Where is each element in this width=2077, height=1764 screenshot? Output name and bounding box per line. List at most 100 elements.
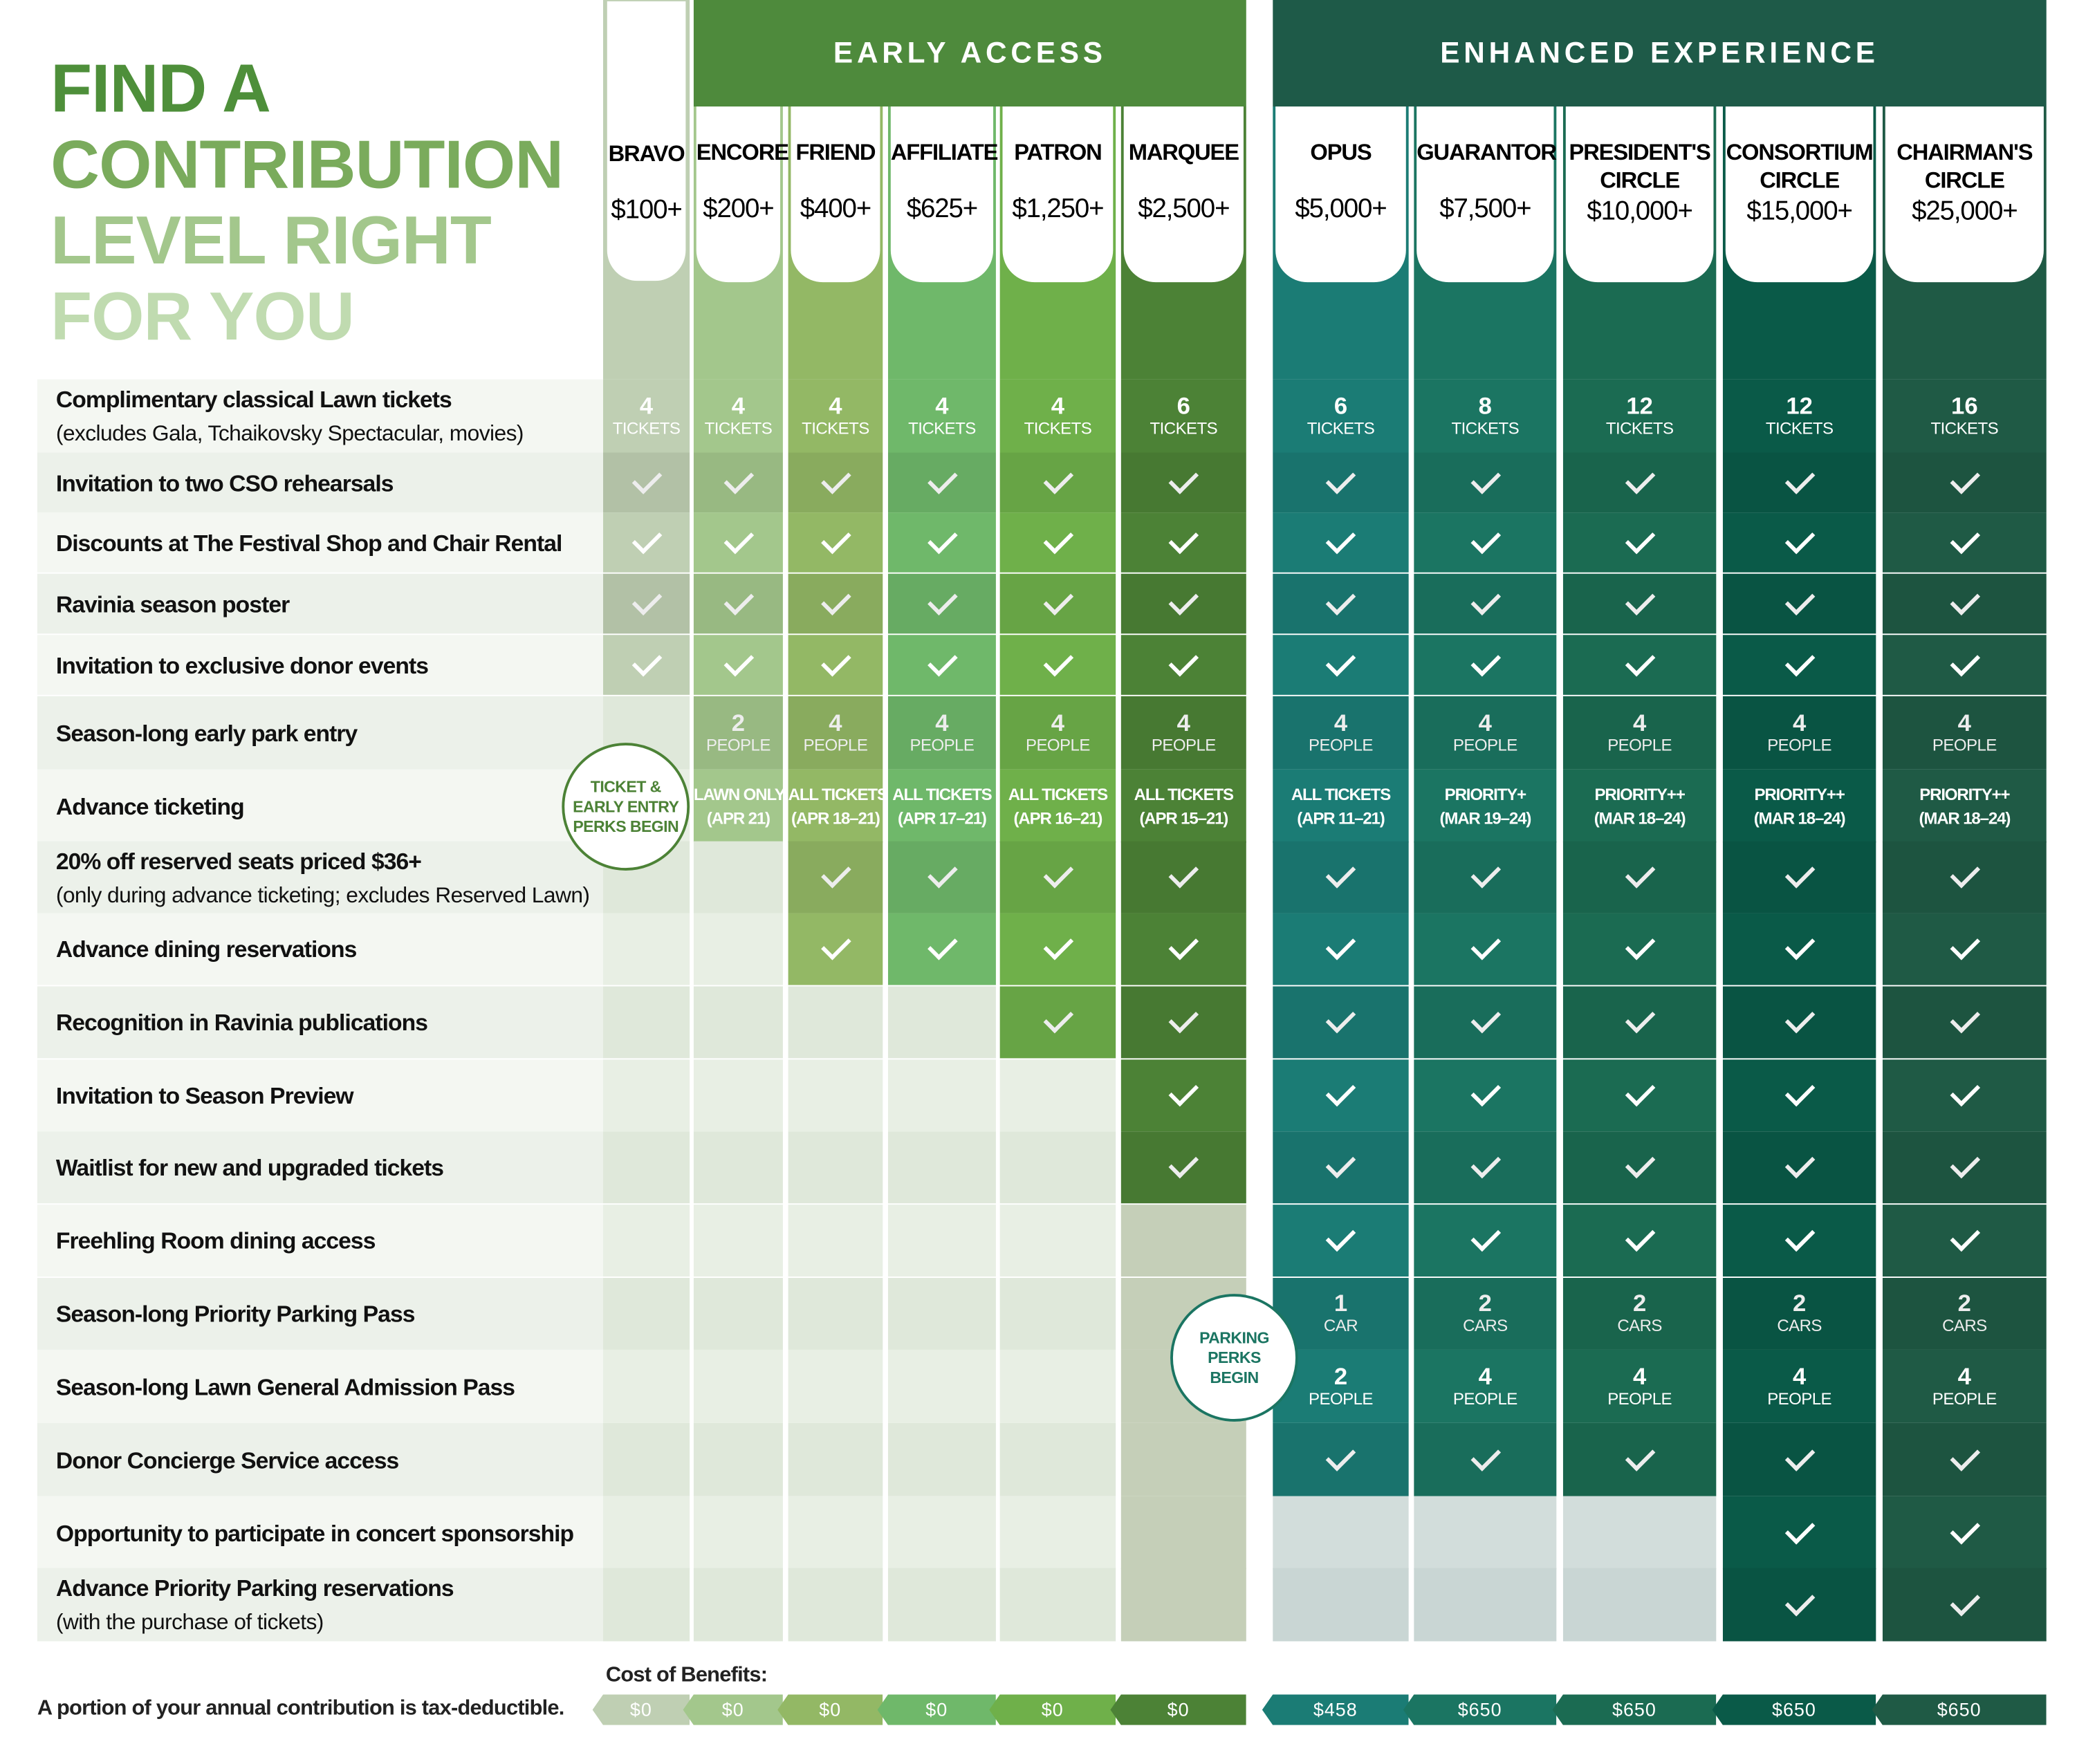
row-stripe xyxy=(37,573,604,634)
benefit-cell xyxy=(887,1059,996,1132)
check-icon xyxy=(1882,452,2047,513)
check-mark xyxy=(820,858,851,889)
level-header-patron: PATRON $1,250+ xyxy=(1002,106,1114,283)
check-icon xyxy=(1722,1059,1876,1132)
level-header-guarantor: GUARANTOR $7,500+ xyxy=(1416,106,1557,283)
check-icon xyxy=(1562,452,1717,513)
check-icon xyxy=(1882,913,2047,985)
title-line-4: FOR YOU xyxy=(50,278,355,355)
benefit-unit: PEOPLE xyxy=(1767,1389,1832,1408)
benefit-cell: 4 PEOPLE xyxy=(1273,696,1409,770)
benefit-cell: 4 PEOPLE xyxy=(1562,696,1717,770)
benefit-count: 2 xyxy=(1333,1362,1348,1389)
check-mark xyxy=(1470,1221,1501,1252)
check-icon xyxy=(603,452,690,513)
advance-ticketing-scope: ALL TICKETS xyxy=(1134,784,1234,804)
benefit-count: 2 xyxy=(1632,1290,1647,1317)
check-mark xyxy=(1042,929,1073,960)
benefit-cell: 2 PEOPLE xyxy=(693,696,783,770)
level-header-president-s-circle: PRESIDENT'S CIRCLE $10,000+ xyxy=(1565,106,1714,283)
check-icon xyxy=(693,452,783,513)
check-mark xyxy=(723,645,754,676)
benefit-count: 8 xyxy=(1478,391,1492,419)
benefit-label: Invitation to Season Preview xyxy=(55,1078,354,1113)
level-name: AFFILIATE xyxy=(890,140,999,165)
level-name: PRESIDENT'S CIRCLE xyxy=(1569,140,1711,194)
benefit-cell xyxy=(603,1059,690,1132)
check-icon xyxy=(1273,452,1409,513)
advance-ticketing-scope: ALL TICKETS xyxy=(1291,784,1391,804)
advance-ticketing-dates: (MAR 19–24) xyxy=(1439,808,1531,828)
check-mark xyxy=(1624,1076,1655,1107)
benefit-label-text: Invitation to exclusive donor events xyxy=(55,651,429,678)
row-stripe xyxy=(37,635,604,695)
check-mark xyxy=(1325,1221,1356,1252)
level-name: ENCORE xyxy=(696,140,789,165)
benefit-cell xyxy=(1562,1496,1717,1570)
benefit-cell: 12 TICKETS xyxy=(1562,379,1717,453)
level-name: MARQUEE xyxy=(1128,140,1239,165)
check-mark xyxy=(1949,1586,1980,1616)
level-name: PATRON xyxy=(1014,140,1102,165)
benefit-label: Advance dining reservations xyxy=(55,932,358,967)
benefit-label-text: Advance ticketing xyxy=(55,792,245,819)
benefit-unit: TICKETS xyxy=(1605,418,1674,438)
benefit-count: 4 xyxy=(1051,709,1065,736)
check-icon xyxy=(1273,986,1409,1059)
benefit-cell xyxy=(693,1496,783,1570)
page-title: FIND A CONTRIBUTION LEVEL RIGHT FOR YOU xyxy=(50,50,583,354)
benefit-unit: PEOPLE xyxy=(1452,1389,1517,1408)
check-mark xyxy=(820,463,851,494)
benefit-label: Opportunity to participate in concert sp… xyxy=(55,1516,574,1550)
benefit-count: 4 xyxy=(1792,709,1807,736)
check-icon xyxy=(999,841,1116,913)
benefit-cell xyxy=(693,1568,783,1642)
benefit-cell xyxy=(887,1278,996,1350)
check-icon xyxy=(1722,913,1876,985)
check-mark xyxy=(1624,929,1655,960)
check-mark xyxy=(1325,1148,1356,1179)
benefit-cell xyxy=(788,1131,883,1204)
benefit-label: Ravinia season poster xyxy=(56,586,290,621)
benefit-label-text: Advance dining reservations xyxy=(55,936,358,963)
check-icon xyxy=(693,635,783,695)
benefit-cell xyxy=(1120,1496,1246,1570)
row-stripe xyxy=(37,1131,604,1204)
benefit-cell xyxy=(693,913,783,985)
check-icon xyxy=(1562,986,1717,1059)
benefit-label-text: Waitlist for new and upgraded tickets xyxy=(55,1153,444,1181)
check-mark xyxy=(820,929,851,960)
check-icon xyxy=(1414,986,1557,1059)
level-name: OPUS xyxy=(1310,140,1372,165)
benefit-cell xyxy=(788,1278,883,1350)
benefit-cell xyxy=(693,1349,783,1423)
benefit-cell: PRIORITY++ (MAR 18–24) xyxy=(1562,769,1717,843)
benefit-cell: 2 CARS xyxy=(1722,1278,1876,1350)
check-icon xyxy=(1414,635,1557,695)
benefit-cell xyxy=(693,1131,783,1204)
check-mark xyxy=(1325,463,1356,494)
row-stripe xyxy=(37,696,604,770)
level-name: CHAIRMAN'S CIRCLE xyxy=(1896,140,2033,194)
check-icon xyxy=(1882,1131,2047,1204)
level-price: $15,000+ xyxy=(1746,196,1853,227)
level-price: $2,500+ xyxy=(1138,194,1230,224)
benefit-cell: ALL TICKETS (APR 15–21) xyxy=(1120,769,1246,843)
check-icon xyxy=(1414,512,1557,573)
benefit-cell: 4 PEOPLE xyxy=(788,696,883,770)
benefit-cell xyxy=(788,1349,883,1423)
check-icon xyxy=(1414,573,1557,634)
benefit-label-subtext: (excludes Gala, Tchaikovsky Spectacular,… xyxy=(55,422,524,446)
check-mark xyxy=(1624,1003,1655,1034)
benefit-label-text: Invitation to Season Preview xyxy=(55,1082,354,1109)
benefit-label-text: Opportunity to participate in concert sp… xyxy=(55,1519,574,1546)
check-icon xyxy=(1273,1422,1409,1496)
benefit-cell: PRIORITY++ (MAR 18–24) xyxy=(1722,769,1876,843)
benefit-cell: ALL TICKETS (APR 18–21) xyxy=(788,769,888,843)
benefit-unit: PEOPLE xyxy=(1932,735,1997,754)
check-icon xyxy=(1882,1496,2047,1570)
benefit-label-subtext: (with the purchase of tickets) xyxy=(55,1610,324,1635)
check-icon xyxy=(693,512,783,573)
benefit-unit: PEOPLE xyxy=(1607,735,1672,754)
check-mark xyxy=(723,463,754,494)
